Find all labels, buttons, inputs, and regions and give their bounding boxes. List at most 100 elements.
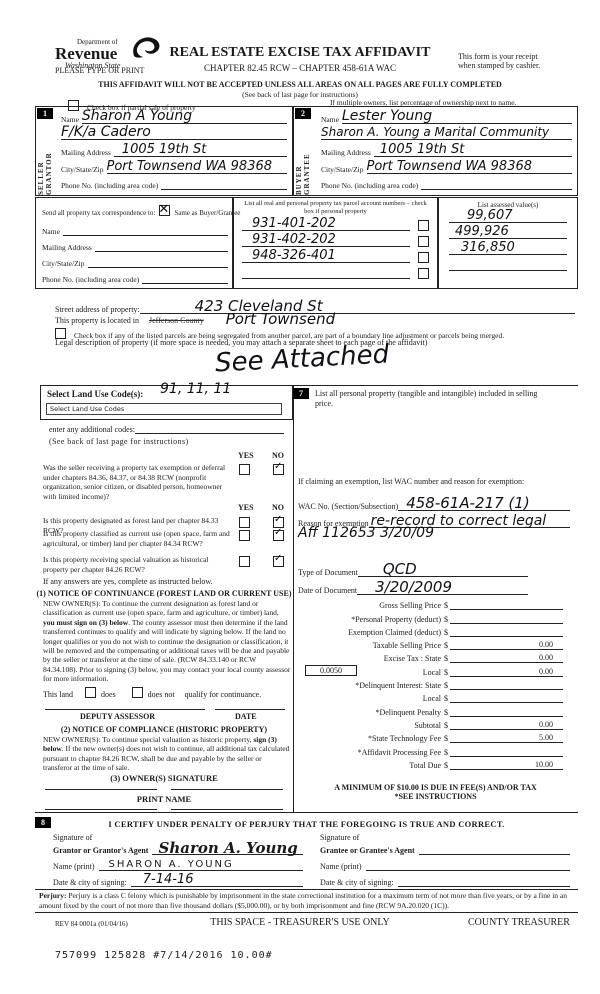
seller-phone-blank bbox=[161, 183, 287, 190]
buyer-address-label: Mailing Address bbox=[321, 148, 371, 157]
buyer-address-value: 1005 19th St bbox=[379, 142, 465, 157]
this-land-label: This land bbox=[43, 690, 73, 699]
street-address-value: 423 Cleveland St bbox=[194, 297, 323, 315]
segregated-row: Check box if any of the listed parcels a… bbox=[55, 325, 575, 343]
correspondence-name-label: Name bbox=[42, 227, 60, 236]
owners-signature-heading: (3) OWNER(S) SIGNATURE bbox=[110, 773, 218, 783]
parcels-box: List all real and personal property tax … bbox=[233, 197, 438, 289]
parcel-personal-checkbox-1[interactable] bbox=[418, 220, 429, 231]
question-exemption-row: Was the seller receiving a property tax … bbox=[43, 461, 284, 501]
buyer-name-label: Name bbox=[321, 115, 339, 124]
receipt-note-2: when stamped by cashier. bbox=[458, 61, 541, 70]
see-back-note: (See back of last page for instructions) bbox=[242, 90, 358, 99]
fee-row-gross-selling-price: Gross Selling Price $ bbox=[293, 597, 573, 611]
parcel-row bbox=[242, 263, 429, 279]
segregated-checkbox[interactable] bbox=[55, 328, 66, 339]
qualify-label: qualify for continuance. bbox=[184, 690, 262, 699]
yes-header-1: YES bbox=[238, 451, 254, 460]
claiming-exemption-label: If claiming an exemption, list WAC numbe… bbox=[298, 477, 525, 486]
question-historical-text: Is this property receiving special valua… bbox=[43, 555, 209, 574]
does-not-label: does not bbox=[147, 690, 175, 699]
land-use-codes-dropdown[interactable]: Select Land Use Codes bbox=[46, 403, 282, 415]
select-land-use-label: Select Land Use Code(s): bbox=[47, 389, 144, 399]
additional-codes-blank bbox=[134, 427, 284, 434]
county-treasurer-label: COUNTY TREASURER bbox=[468, 917, 570, 928]
q-historical-yes-checkbox[interactable] bbox=[239, 556, 250, 567]
correspondence-phone-label: Phone No. (including area code) bbox=[42, 275, 140, 284]
correspondence-address-label: Mailing Address bbox=[42, 243, 92, 252]
buyer-csz-row: City/State/Zip Port Townsend WA 98368 bbox=[321, 157, 572, 174]
q-historical-no-checkbox[interactable] bbox=[273, 553, 284, 567]
q-current-use-no-checkbox[interactable] bbox=[273, 527, 284, 541]
parcel-personal-checkbox-3[interactable] bbox=[418, 252, 429, 263]
notice1-body-post: . The county assessor must then determin… bbox=[43, 617, 291, 684]
does-not-checkbox[interactable] bbox=[131, 687, 143, 698]
perjury-text: Perjury is a class C felony which is pun… bbox=[39, 891, 567, 910]
grantor-print-value: SHARON A. YOUNG bbox=[108, 859, 234, 870]
located-in-row: This property is located in Jefferson Co… bbox=[55, 309, 575, 328]
seller-phone-label: Phone No. (including area code) bbox=[61, 181, 159, 190]
seller-name-label: Name bbox=[61, 115, 79, 124]
street-address-row: Street address of property: 423 Clevelan… bbox=[55, 294, 575, 315]
revenue-swoosh-icon bbox=[133, 37, 160, 58]
question-historical-row: Is this property receiving special valua… bbox=[43, 553, 284, 574]
section-8-number: 8 bbox=[35, 817, 51, 828]
correspondence-address-blank bbox=[94, 245, 228, 252]
correspondence-phone-row: Phone No. (including area code) bbox=[42, 268, 228, 284]
please-type-note: PLEASE TYPE OR PRINT bbox=[55, 66, 145, 75]
seller-address-value: 1005 19th St bbox=[121, 142, 207, 157]
question-current-use-row: Is this property classified as current u… bbox=[43, 527, 284, 548]
certify-statement: I CERTIFY UNDER PENALTY OF PERJURY THAT … bbox=[108, 819, 505, 829]
fee-row-taxable-selling-price: Taxable Selling Price $0.00 bbox=[293, 637, 573, 651]
fee-row-delinquent-interest-local: Local $ bbox=[293, 690, 573, 704]
fee-row-personal-property: *Personal Property (deduct) $ bbox=[293, 610, 573, 624]
parcel-number-value: 931-402-202 bbox=[252, 232, 336, 247]
parcel-personal-checkbox-4[interactable] bbox=[418, 268, 429, 279]
parcel-personal-checkbox-2[interactable] bbox=[418, 236, 429, 247]
land-use-codes-value: 91, 11, 11 bbox=[160, 381, 232, 397]
buyer-csz-label: City/State/Zip bbox=[321, 165, 364, 174]
fee-row-affidavit-processing-fee: *Affidavit Processing Fee $ bbox=[293, 743, 573, 757]
q-exemption-no-checkbox[interactable] bbox=[273, 461, 284, 475]
does-checkbox[interactable] bbox=[85, 687, 96, 698]
reason-value: re-record to correct legal bbox=[370, 513, 547, 529]
parcel-row: 948-326-401 bbox=[242, 247, 429, 263]
question-current-use-text: Is this property classified as current u… bbox=[43, 529, 230, 548]
seller-role-strip: SELLER GRANTOR bbox=[37, 121, 53, 195]
grantee-date-blank bbox=[397, 880, 570, 887]
section-2-number: 2 bbox=[295, 108, 311, 119]
type-of-document-value: QCD bbox=[382, 560, 417, 578]
q-current-use-yes-checkbox[interactable] bbox=[239, 530, 250, 541]
partial-sale-checkbox[interactable] bbox=[68, 100, 79, 111]
buyer-role-label-1: BUYER bbox=[295, 165, 303, 195]
personal-property-instruction: List all personal property (tangible and… bbox=[315, 389, 538, 408]
q-exemption-yes-checkbox[interactable] bbox=[239, 464, 250, 475]
seller-csz-label: City/State/Zip bbox=[61, 165, 104, 174]
owner-print-line-2 bbox=[171, 809, 283, 810]
certification-section: 8 I CERTIFY UNDER PENALTY OF PERJURY THA… bbox=[35, 812, 578, 889]
grantor-signature-value: Sharon A. Young bbox=[158, 839, 298, 857]
grantor-date-value: 7-14-16 bbox=[142, 872, 194, 887]
land-use-box bbox=[40, 385, 293, 420]
same-as-buyer-checkbox[interactable] bbox=[158, 202, 171, 217]
perjury-bold: Perjury: bbox=[39, 891, 67, 900]
buyer-phone-label: Phone No. (including area code) bbox=[321, 181, 419, 190]
fee-row-subtotal: Subtotal $0.00 bbox=[293, 717, 573, 730]
notice2-title: (2) NOTICE OF COMPLIANCE (HISTORIC PROPE… bbox=[60, 725, 268, 734]
notice2-body: NEW OWNER(S): To continue special valuat… bbox=[43, 735, 291, 773]
grantor-signature-of-label: Signature of bbox=[53, 833, 93, 842]
grantor-date-label: Date & city of signing: bbox=[53, 878, 127, 887]
section-7-number: 7 bbox=[293, 388, 309, 399]
type-of-document-row: Type of Document QCD bbox=[298, 557, 528, 578]
grantee-signature-block: Signature of Grantee or Grantee's Agent … bbox=[320, 833, 570, 887]
buyer-box: 2 BUYER GRANTEE Name Lester Young Sharon… bbox=[293, 106, 578, 196]
columns-top-rule bbox=[40, 385, 578, 386]
does-label: does bbox=[101, 690, 116, 699]
print-name-heading: PRINT NAME bbox=[136, 794, 192, 804]
buyer-name2-value: Sharon A. Young a Marital Community bbox=[321, 125, 550, 139]
assessor-date-label: DATE bbox=[235, 712, 257, 721]
question-forest-text: Is this property designated as forest la… bbox=[43, 516, 219, 535]
parcel-row: 931-401-202 bbox=[242, 216, 429, 231]
buyer-phone-row: Phone No. (including area code) bbox=[321, 174, 572, 190]
q-forest-yes-checkbox[interactable] bbox=[239, 517, 250, 528]
